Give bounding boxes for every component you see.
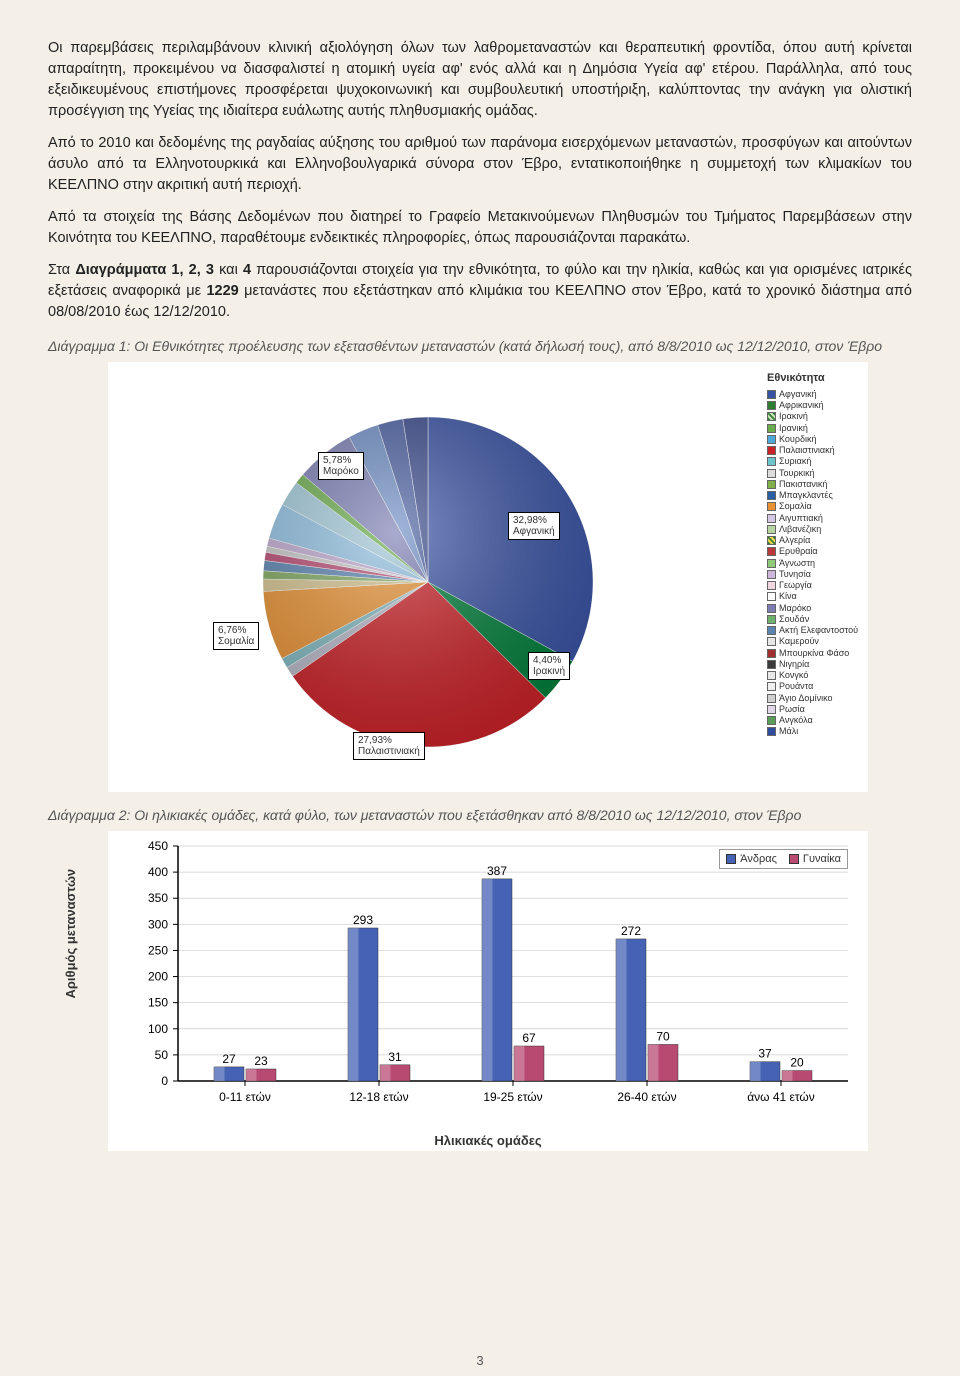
bar-legend: ΆνδραςΓυναίκα	[719, 849, 848, 869]
svg-text:350: 350	[148, 891, 168, 905]
svg-text:250: 250	[148, 943, 168, 957]
svg-text:387: 387	[487, 864, 507, 878]
svg-text:27: 27	[222, 1052, 236, 1066]
pie-label-somalia: 6,76%Σομαλία	[213, 622, 259, 650]
body-paragraph-3: Από τα στοιχεία της Βάσης Δεδομένων που …	[48, 207, 912, 249]
pie-label-afghan: 32,98%Αφγανική	[508, 512, 560, 540]
chart1-caption: Διάγραμμα 1: Οι Εθνικότητες προέλευσης τ…	[48, 337, 912, 356]
svg-text:150: 150	[148, 996, 168, 1010]
svg-text:272: 272	[621, 924, 641, 938]
pie-legend: Εθνικότητα ΑφγανικήΑφρικανικήΙρακινήΙραν…	[767, 372, 858, 738]
pie-label-iraqi: 4,40%Ιρακινή	[528, 652, 570, 680]
pie-label-palestine: 27,93%Παλαιστινιακή	[353, 732, 425, 760]
pie-chart: 32,98%Αφγανική 4,40%Ιρακινή 27,93%Παλαισ…	[108, 362, 868, 792]
svg-text:300: 300	[148, 917, 168, 931]
svg-text:37: 37	[758, 1047, 772, 1061]
body-paragraph-1: Οι παρεμβάσεις περιλαμβάνουν κλινική αξι…	[48, 38, 912, 122]
svg-text:12-18 ετών: 12-18 ετών	[349, 1090, 408, 1104]
svg-text:200: 200	[148, 970, 168, 984]
pie-label-morocco: 5,78%Μαρόκο	[318, 452, 364, 480]
bar-xlabel: Ηλικιακές ομάδες	[108, 1133, 868, 1148]
body-paragraph-4: Στα Διαγράμματα 1, 2, 3 και 4 παρουσιάζο…	[48, 260, 912, 323]
svg-text:70: 70	[656, 1029, 670, 1043]
svg-text:450: 450	[148, 839, 168, 853]
svg-text:0: 0	[161, 1074, 168, 1088]
svg-text:άνω 41 ετών: άνω 41 ετών	[747, 1090, 815, 1104]
chart2-caption: Διάγραμμα 2: Οι ηλικιακές ομάδες, κατά φ…	[48, 806, 912, 825]
svg-text:31: 31	[388, 1050, 402, 1064]
svg-text:0-11 ετών: 0-11 ετών	[219, 1090, 271, 1104]
svg-text:26-40 ετών: 26-40 ετών	[617, 1090, 676, 1104]
svg-text:400: 400	[148, 865, 168, 879]
bar-chart: Αριθμός μεταναστών 050100150200250300350…	[108, 831, 868, 1151]
svg-text:19-25 ετών: 19-25 ετών	[483, 1090, 542, 1104]
svg-text:293: 293	[353, 913, 373, 927]
svg-text:67: 67	[522, 1031, 536, 1045]
body-paragraph-2: Από το 2010 και δεδομένης της ραγδαίας α…	[48, 133, 912, 196]
svg-text:20: 20	[790, 1056, 804, 1070]
bar-ylabel: Αριθμός μεταναστών	[63, 869, 78, 999]
page-number: 3	[476, 1353, 483, 1368]
svg-text:23: 23	[254, 1054, 268, 1068]
svg-text:100: 100	[148, 1022, 168, 1036]
svg-text:50: 50	[155, 1048, 169, 1062]
